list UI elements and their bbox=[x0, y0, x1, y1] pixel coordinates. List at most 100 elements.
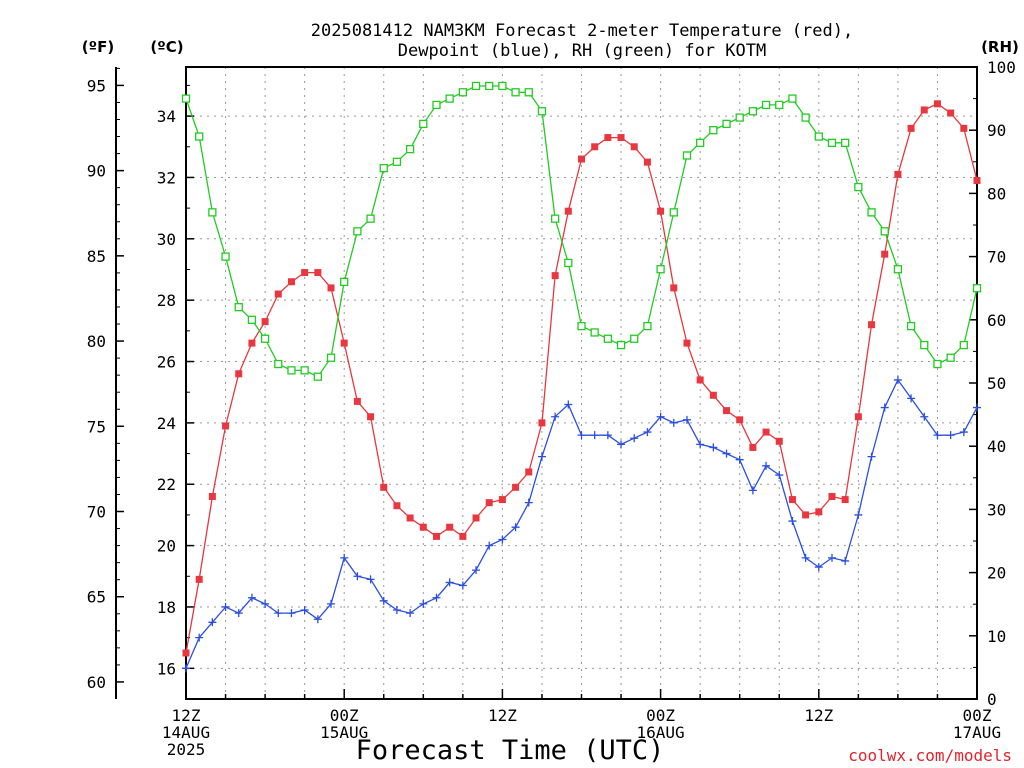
dewpoint-point bbox=[221, 602, 230, 611]
temperature-point bbox=[222, 422, 230, 430]
rh-point bbox=[498, 81, 507, 91]
temperature-point bbox=[208, 493, 216, 501]
temperature-point bbox=[393, 502, 401, 510]
fahrenheit-tick-label: 70 bbox=[87, 503, 106, 522]
dewpoint-point bbox=[406, 609, 415, 618]
x-tick-label: 00Z bbox=[646, 706, 675, 725]
rh-point bbox=[761, 100, 771, 110]
rh-point bbox=[775, 100, 784, 110]
fahrenheit-tick-label: 65 bbox=[87, 588, 106, 607]
rh-point bbox=[208, 208, 217, 217]
rh-tick-label: 80 bbox=[987, 184, 1006, 203]
rh-point bbox=[366, 214, 375, 223]
temperature-point bbox=[340, 339, 348, 347]
temperature-point bbox=[472, 514, 480, 522]
temperature-point bbox=[775, 437, 783, 445]
rh-point bbox=[788, 94, 797, 103]
x-axis-title: Forecast Time (UTC) bbox=[356, 735, 665, 766]
dewpoint-point bbox=[577, 431, 586, 440]
rh-point bbox=[946, 353, 955, 362]
dewpoint-point bbox=[933, 431, 942, 440]
temperature-point bbox=[630, 143, 638, 151]
rh-point bbox=[458, 88, 468, 97]
rh-point bbox=[432, 100, 441, 110]
rh-point bbox=[379, 163, 388, 173]
temperature-point bbox=[802, 511, 810, 519]
x-tick-label: 00Z bbox=[330, 706, 359, 725]
rh-point bbox=[867, 208, 876, 217]
rh-point bbox=[669, 208, 678, 217]
dewpoint-point bbox=[775, 471, 784, 480]
celsius-tick-label: 16 bbox=[157, 659, 176, 678]
rh-point bbox=[419, 119, 428, 129]
dewpoint-point bbox=[300, 606, 309, 615]
celsius-tick-label: 18 bbox=[157, 598, 176, 617]
rh-point bbox=[906, 321, 916, 331]
celsius-tick-label: 28 bbox=[157, 291, 176, 310]
temperature-point bbox=[195, 575, 203, 583]
rh-point bbox=[590, 328, 599, 337]
rh-point bbox=[959, 340, 968, 350]
dewpoint-point bbox=[893, 375, 902, 384]
temperature-point bbox=[446, 523, 454, 531]
temperature-point bbox=[762, 428, 770, 436]
temperature-point bbox=[274, 290, 282, 298]
x-tick-label: 16AUG bbox=[637, 723, 685, 742]
temperature-point bbox=[670, 284, 678, 292]
temperature-point bbox=[683, 339, 691, 347]
dewpoint-point bbox=[603, 431, 612, 440]
temperature-point bbox=[485, 499, 493, 507]
dewpoint-point bbox=[762, 461, 771, 470]
fahrenheit-tick-label: 75 bbox=[87, 417, 106, 436]
rh-point bbox=[405, 145, 415, 154]
dewpoint-point bbox=[432, 593, 441, 602]
temperature-point bbox=[723, 407, 731, 415]
rh-tick-label: 0 bbox=[987, 690, 997, 709]
series-layer bbox=[181, 81, 982, 673]
rh-point bbox=[392, 157, 402, 166]
temperature-point bbox=[406, 514, 414, 522]
rh-tick-label: 10 bbox=[987, 627, 1006, 646]
rh-tick-label: 20 bbox=[987, 564, 1006, 583]
credit-label: coolwx.com/models bbox=[848, 746, 1012, 765]
dewpoint-point bbox=[287, 609, 296, 618]
rh-point bbox=[933, 359, 942, 369]
temperature-point bbox=[248, 339, 256, 347]
dewpoint-point bbox=[669, 418, 678, 427]
dewpoint-point bbox=[880, 403, 889, 412]
dewpoint-point bbox=[195, 633, 204, 642]
dewpoint-point bbox=[472, 566, 481, 575]
dewpoint-point bbox=[801, 553, 810, 562]
rh-point bbox=[972, 284, 982, 293]
celsius-tick-label: 26 bbox=[157, 353, 176, 372]
temperature-point bbox=[854, 413, 862, 421]
dewpoint-point bbox=[327, 599, 336, 608]
fahrenheit-unit-label: (ºF) bbox=[82, 38, 114, 56]
rh-point bbox=[445, 94, 454, 103]
rh-point bbox=[801, 113, 810, 122]
celsius-tick-label: 30 bbox=[157, 230, 176, 249]
x-tick-label: 15AUG bbox=[320, 723, 368, 742]
dewpoint-point bbox=[630, 434, 639, 443]
x-tick-label: 2025 bbox=[167, 740, 206, 759]
celsius-tick-label: 34 bbox=[157, 107, 176, 126]
dewpoint-point bbox=[445, 578, 454, 587]
celsius-unit-label: (ºC) bbox=[150, 38, 183, 56]
dewpoint-point bbox=[551, 412, 560, 421]
temperature-point bbox=[314, 269, 322, 277]
rh-point bbox=[748, 107, 758, 116]
temperature-point bbox=[657, 207, 665, 215]
temperature-point bbox=[815, 508, 823, 516]
dewpoint-point bbox=[827, 553, 836, 562]
rh-point bbox=[274, 359, 283, 369]
temperature-point bbox=[736, 416, 744, 424]
x-tick-label: 12Z bbox=[172, 706, 201, 725]
rh-tick-label: 60 bbox=[987, 311, 1006, 330]
rh-point bbox=[682, 151, 692, 160]
rh-point bbox=[221, 252, 230, 261]
rh-tick-label: 50 bbox=[987, 374, 1006, 393]
fahrenheit-tick-label: 85 bbox=[87, 247, 106, 266]
rh-tick-label: 40 bbox=[987, 437, 1006, 456]
rh-unit-label: (RH) bbox=[981, 38, 1019, 56]
celsius-tick-label: 22 bbox=[157, 475, 176, 494]
